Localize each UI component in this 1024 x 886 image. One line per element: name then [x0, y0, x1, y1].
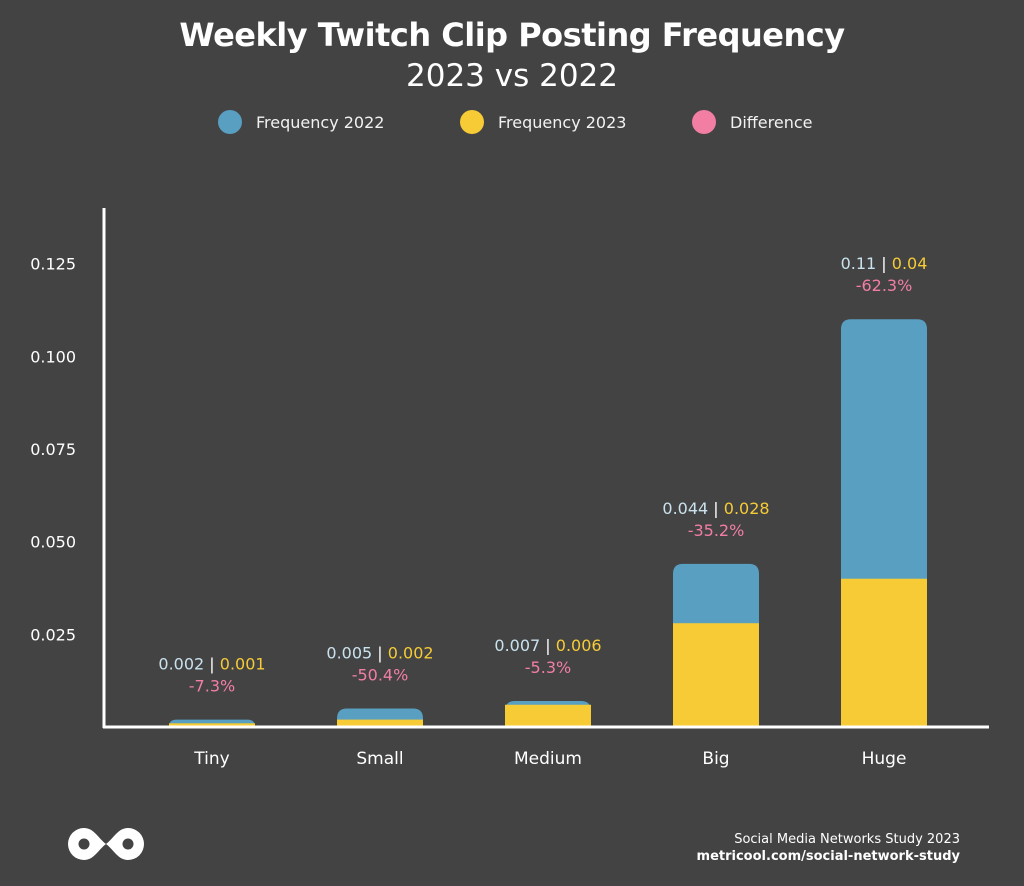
legend-item-difference: Difference	[692, 110, 812, 134]
y-tick-label: 0.025	[30, 625, 76, 644]
value-label-2023: 0.028	[724, 499, 770, 518]
difference-label: -35.2%	[688, 521, 745, 540]
chart-title: Weekly Twitch Clip Posting Frequency	[179, 16, 845, 54]
value-label-2022: 0.002	[158, 655, 209, 674]
legend-label-2022: Frequency 2022	[256, 112, 385, 132]
y-tick-label: 0.050	[30, 533, 76, 552]
value-label-2022: 0.044	[662, 499, 713, 518]
metricool-logo-icon	[68, 828, 144, 860]
x-category-label: Huge	[862, 749, 907, 769]
value-label: 0.007 | 0.006	[494, 636, 601, 655]
difference-label: -62.3%	[856, 276, 913, 295]
difference-label: -5.3%	[525, 658, 571, 677]
value-label-separator: |	[209, 655, 219, 674]
value-label-2022: 0.005	[326, 643, 377, 662]
footer-link[interactable]: metricool.com/social-network-study	[696, 849, 960, 864]
bar-2023-medium	[505, 704, 591, 727]
footer: Social Media Networks Study 2023 metrico…	[697, 831, 960, 865]
value-label-2023: 0.001	[220, 655, 266, 674]
value-label-2023: 0.04	[892, 254, 928, 273]
x-category-label: Tiny	[193, 749, 229, 769]
legend-swatch-difference	[692, 110, 716, 134]
x-category-label: Medium	[514, 749, 582, 769]
legend-label-2023: Frequency 2023	[498, 112, 627, 132]
difference-label: -7.3%	[189, 677, 235, 696]
y-tick-label: 0.075	[30, 440, 76, 459]
y-tick-label: 0.125	[30, 255, 76, 274]
bar-2023-huge	[841, 578, 927, 727]
value-label: 0.002 | 0.001	[158, 655, 265, 674]
value-label: 0.005 | 0.002	[326, 643, 433, 662]
value-label-separator: |	[377, 643, 387, 662]
legend-item-2022: Frequency 2022	[218, 110, 384, 134]
x-category-label: Big	[702, 749, 729, 769]
legend-swatch-2022	[218, 110, 242, 134]
bar-2023-tiny	[169, 723, 255, 727]
value-label-separator: |	[713, 499, 723, 518]
value-label-2022: 0.007	[494, 636, 545, 655]
footer-study-title: Social Media Networks Study 2023	[734, 832, 960, 847]
difference-label: -50.4%	[352, 665, 409, 684]
chart-subtitle: 2023 vs 2022	[406, 58, 618, 94]
value-label-separator: |	[545, 636, 555, 655]
y-tick-label: 0.100	[30, 347, 76, 366]
legend-item-2023: Frequency 2023	[460, 110, 626, 134]
value-label: 0.11 | 0.04	[841, 254, 928, 273]
value-label-2022: 0.11	[841, 254, 882, 273]
value-label-separator: |	[881, 254, 891, 273]
legend-swatch-2023	[460, 110, 484, 134]
value-label: 0.044 | 0.028	[662, 499, 769, 518]
value-label-2023: 0.002	[388, 643, 434, 662]
value-label-2023: 0.006	[556, 636, 602, 655]
legend: Frequency 2022 Frequency 2023 Difference	[0, 110, 1024, 138]
legend-label-difference: Difference	[730, 112, 813, 132]
bar-2023-small	[337, 719, 423, 727]
bar-2023-big	[673, 623, 759, 727]
x-category-label: Small	[356, 749, 403, 769]
bar-chart: Tiny 0.002 | 0.001 -7.3% Small 0.005 | 0.002…	[30, 208, 989, 769]
